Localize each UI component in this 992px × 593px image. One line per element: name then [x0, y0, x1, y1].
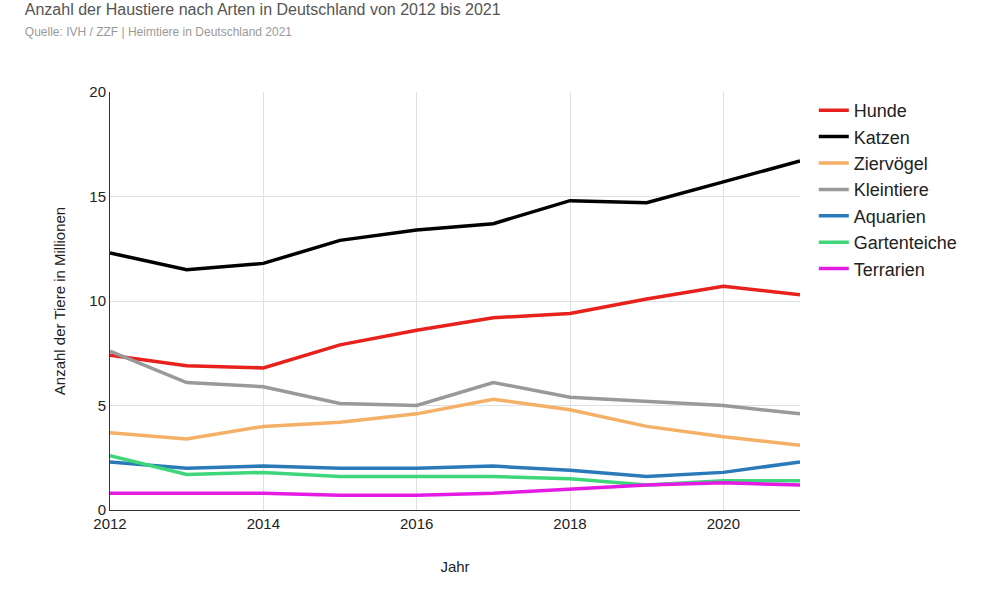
svg-text:2016: 2016: [400, 515, 433, 532]
svg-text:5: 5: [98, 397, 106, 414]
svg-text:15: 15: [89, 188, 106, 205]
svg-text:Anzahl der Haustiere nach Arte: Anzahl der Haustiere nach Arten in Deuts…: [25, 1, 501, 39]
svg-text:Katzen: Katzen: [854, 128, 910, 148]
svg-text:Ziervögel: Ziervögel: [854, 154, 928, 174]
svg-text:0: 0: [98, 501, 106, 518]
svg-text:10: 10: [89, 292, 106, 309]
svg-text:Aquarien: Aquarien: [854, 207, 926, 227]
svg-text:20: 20: [89, 83, 106, 100]
svg-text:Jahr: Jahr: [440, 558, 469, 575]
svg-text:2012: 2012: [93, 515, 126, 532]
svg-text:Gartenteiche: Gartenteiche: [854, 233, 957, 253]
svg-text:2020: 2020: [707, 515, 740, 532]
svg-text:2018: 2018: [553, 515, 586, 532]
svg-text:Terrarien: Terrarien: [854, 260, 925, 280]
svg-text:Anzahl der Tiere in Millionen: Anzahl der Tiere in Millionen: [51, 207, 68, 395]
svg-text:Kleintiere: Kleintiere: [854, 180, 929, 200]
svg-text:Hunde: Hunde: [854, 101, 907, 121]
svg-text:2014: 2014: [247, 515, 280, 532]
